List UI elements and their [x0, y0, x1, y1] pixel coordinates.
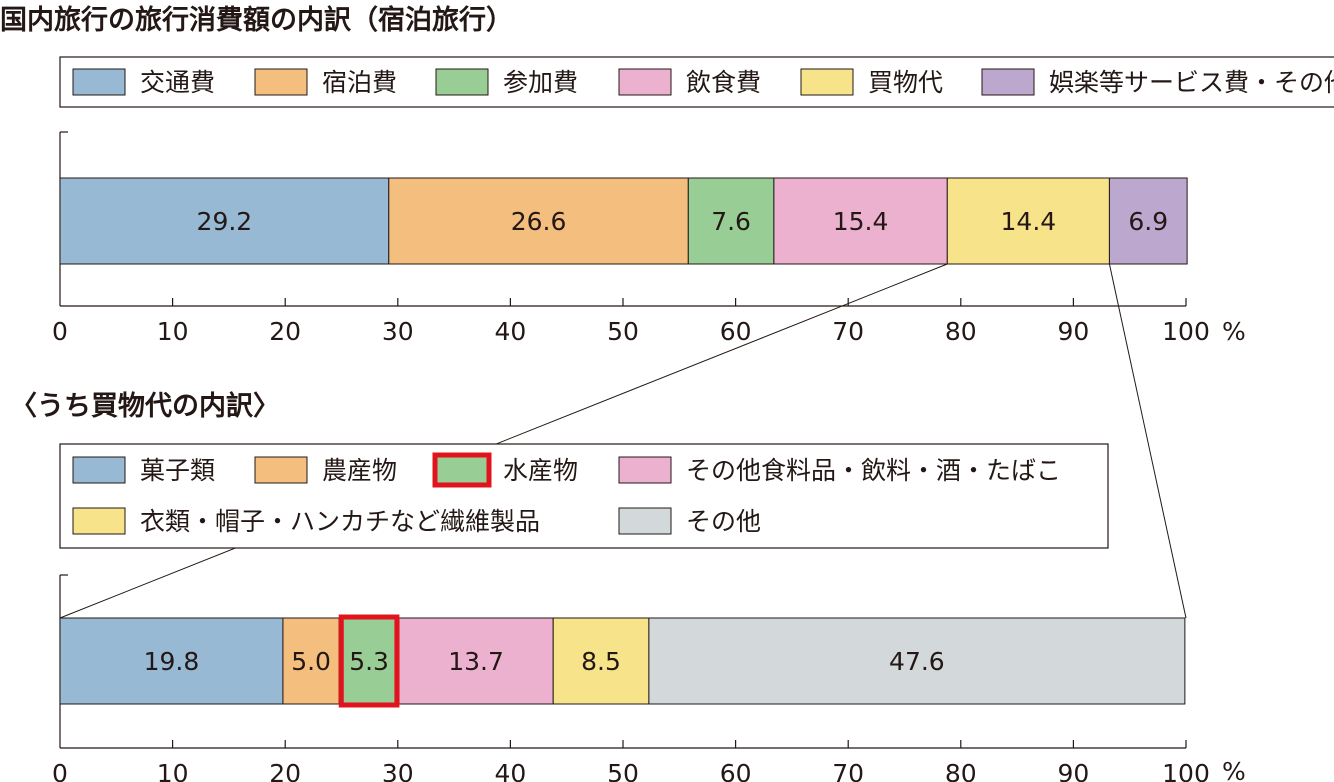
x-tick-label: 10: [157, 317, 189, 346]
bar-segment: [1108, 177, 1188, 265]
x-tick-label: 70: [832, 317, 864, 346]
connector-line-right: [1108, 263, 1187, 619]
legend-swatch: [800, 68, 854, 96]
x-tick-label: 40: [494, 317, 526, 346]
legend-swatch: [254, 456, 308, 484]
bar-segment: [552, 617, 650, 705]
x-ticks-main: 0 10 20 30 40 50 60 70 80 90 100: [52, 298, 1210, 346]
x-tick-label: 30: [382, 759, 414, 782]
bar-value-label: 47.6: [889, 647, 945, 676]
legend-label: 飲食費: [686, 68, 761, 97]
x-tick-label: 60: [720, 317, 752, 346]
legend-label: 買物代: [868, 68, 943, 97]
legend-swatch: [435, 68, 489, 96]
x-tick-label: 60: [720, 759, 752, 782]
legend-label: その他: [686, 507, 761, 536]
legend-swatch: [72, 456, 126, 484]
legend-swatch: [435, 456, 489, 484]
highlight-frame: [338, 614, 400, 708]
bar-value-label: 5.0: [291, 647, 331, 676]
bar-value-label: 19.8: [144, 647, 200, 676]
legend-breakdown: 菓子類 農産物 水産物 その他食料品・飲料・酒・たばこ衣類・帽子・ハンカチなど繊維製品…: [72, 452, 1061, 536]
x-tick-label: 30: [382, 317, 414, 346]
bar-segment: [773, 177, 948, 265]
x-tick-label: 100: [1162, 317, 1210, 346]
legend-main: 交通費 宿泊費 参加費 飲食費 買物代 娯楽等サービス費・その他: [72, 68, 1334, 97]
chart-title-main: 国内旅行の旅行消費額の内訳（宿泊旅行）: [0, 4, 513, 36]
breakdown-connectors: [59, 263, 1187, 619]
bar-value-label: 14.4: [1001, 207, 1057, 236]
bar-segment: [59, 177, 390, 265]
bar-value-label: 8.5: [581, 647, 621, 676]
legend-label: 農産物: [322, 456, 397, 485]
x-ticks-breakdown: 0 10 20 30 40 50 60 70 80 90 100: [52, 740, 1210, 782]
legend-swatch: [72, 507, 126, 535]
x-tick-label: 90: [1057, 759, 1089, 782]
bar-segment: [282, 617, 340, 705]
legend-label: 菓子類: [140, 456, 215, 485]
legend-label: 交通費: [140, 68, 215, 97]
bar-value-label: 29.2: [197, 207, 253, 236]
legend-label: 水産物: [503, 456, 578, 485]
bar-segment: [946, 177, 1110, 265]
x-tick-label: 100: [1162, 759, 1210, 782]
bar-segment: [388, 177, 689, 265]
bar-main: 29.2 26.6 7.6 15.4 14.4 6.9: [59, 177, 1188, 265]
x-tick-label: 0: [52, 759, 68, 782]
bar-segment: [687, 177, 775, 265]
x-tick-label: 80: [945, 317, 977, 346]
x-tick-label: 50: [607, 317, 639, 346]
x-tick-label: 10: [157, 759, 189, 782]
x-tick-label: 40: [494, 759, 526, 782]
x-unit-breakdown: %: [1222, 757, 1246, 782]
bar-value-label: 13.7: [448, 647, 504, 676]
x-tick-label: 50: [607, 759, 639, 782]
legend-swatch: [981, 68, 1035, 96]
legend-swatch: [618, 507, 672, 535]
bar-value-label: 6.9: [1128, 207, 1168, 236]
x-tick-label: 20: [269, 759, 301, 782]
legend-swatch: [618, 68, 672, 96]
x-tick-label: 80: [945, 759, 977, 782]
bar-value-label: 5.3: [349, 647, 389, 676]
x-tick-label: 70: [832, 759, 864, 782]
x-tick-label: 0: [52, 317, 68, 346]
legend-highlight-frame: [432, 452, 492, 488]
bar-value-label: 15.4: [833, 207, 889, 236]
bar-segment: [648, 617, 1186, 705]
legend-label: その他食料品・飲料・酒・たばこ: [686, 456, 1061, 485]
legend-box-breakdown: [59, 443, 1109, 549]
bar-value-label: 26.6: [511, 207, 567, 236]
legend-swatch: [618, 456, 672, 484]
legend-label: 宿泊費: [322, 68, 397, 97]
legend-label: 衣類・帽子・ハンカチなど繊維製品: [140, 507, 540, 536]
x-tick-label: 90: [1057, 317, 1089, 346]
bar-segment: [59, 617, 284, 705]
bar-breakdown: 19.8 5.0 5.3 13.7 8.5 47.6: [59, 614, 1186, 708]
legend-label: 娯楽等サービス費・その他: [1049, 68, 1334, 97]
bar-value-label: 7.6: [711, 207, 751, 236]
bar-segment: [398, 617, 554, 705]
chart-title-breakdown: 〈うち買物代の内訳〉: [10, 390, 280, 422]
legend-swatch: [254, 68, 308, 96]
legend-swatch: [72, 68, 126, 96]
connector-line-left: [59, 263, 948, 619]
x-tick-label: 20: [269, 317, 301, 346]
x-unit-main: %: [1222, 317, 1246, 346]
legend-label: 参加費: [503, 68, 578, 97]
